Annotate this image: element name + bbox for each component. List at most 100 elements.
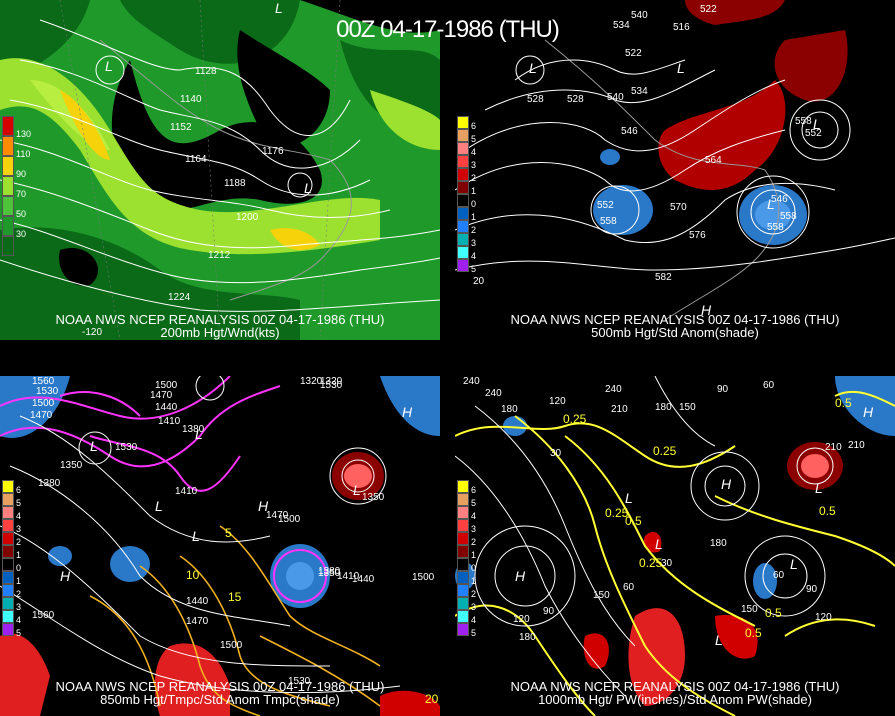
legend-label: 3	[471, 160, 477, 170]
contour-label: 1128	[195, 66, 217, 77]
legend-label: 4	[16, 615, 22, 625]
contour-label: 558	[767, 222, 784, 233]
contour-label: 1500	[32, 398, 55, 409]
contour-label: 210	[611, 404, 628, 415]
legend-label: 2	[471, 589, 477, 599]
legend-swatch	[2, 623, 14, 636]
legend-swatch	[2, 196, 14, 216]
contour-label: 180	[501, 404, 518, 415]
contour-label: 20	[425, 692, 439, 706]
contour-label: 1350	[318, 568, 341, 579]
contour-label: 1530	[36, 386, 59, 397]
low-marker: L	[155, 498, 163, 514]
contour-label: 0.25	[605, 506, 629, 520]
high-marker: H	[258, 498, 269, 514]
contour-label: 180	[519, 632, 536, 643]
panel-850mb-temp: 6 5 4 3 2 1 0 1 2 3 4 5 1560 1530 1500 1…	[0, 376, 440, 716]
legend-swatch	[2, 156, 14, 176]
contour-label: 1350	[362, 492, 385, 503]
legend-swatch	[457, 116, 469, 129]
map-title: 00Z 04-17-1986 (THU)	[336, 16, 560, 43]
jet-stream	[0, 58, 380, 255]
legend-label: 6	[16, 485, 22, 495]
map-850mb	[0, 376, 440, 716]
low-marker: L	[715, 632, 723, 648]
contour-label: 240	[463, 376, 480, 387]
legend-label: 5	[16, 628, 22, 638]
legend-label: 90	[16, 169, 27, 179]
legend-swatch	[457, 129, 469, 142]
contour-label: 180	[655, 402, 672, 413]
contour-label: 5	[225, 526, 232, 540]
legend-swatch	[457, 168, 469, 181]
low-marker: L	[625, 490, 633, 506]
legend-label: 3	[471, 524, 477, 534]
height-contours	[455, 376, 834, 697]
legend-label: 0	[471, 563, 477, 573]
pw-contours	[455, 390, 895, 716]
legend-label: 2	[471, 173, 477, 183]
contour-label: 1500	[220, 640, 243, 651]
legend-swatch	[457, 194, 469, 207]
high-marker: H	[863, 404, 874, 420]
contour-label: 552	[805, 128, 822, 139]
contour-label: 1560	[32, 376, 55, 387]
contour-label: 1224	[168, 292, 191, 303]
panel-caption: NOAA NWS NCEP REANALYSIS 00Z 04-17-1986 …	[510, 312, 840, 327]
contour-label: 1320	[300, 376, 323, 387]
legend-label: 4	[471, 147, 477, 157]
contour-label: 534	[613, 20, 630, 31]
contour-label: 60	[763, 380, 775, 391]
legend-swatch	[2, 136, 14, 156]
legend-swatch	[2, 216, 14, 236]
contour-label: 528	[567, 94, 584, 105]
contour-label: 570	[670, 202, 687, 213]
contour-label: 546	[771, 194, 788, 205]
legend-label: 5	[471, 264, 477, 274]
panel-caption: NOAA NWS NCEP REANALYSIS 00Z 04-17-1986 …	[55, 312, 385, 327]
legend-swatch	[457, 259, 469, 272]
low-marker: L	[105, 58, 113, 74]
legend-swatch	[457, 493, 469, 506]
height-contours	[0, 19, 440, 312]
legend-swatch	[2, 506, 14, 519]
legend-label: 3	[471, 602, 477, 612]
low-marker: L	[90, 438, 98, 454]
contour-label: 1164	[185, 154, 207, 165]
contour-label: 1200	[236, 212, 259, 223]
legend-swatch	[457, 532, 469, 545]
panel-subcaption: 1000mb Hgt/ PW(inches)/Std Anom PW(shade…	[538, 692, 812, 707]
legend-500mb: 6 5 4 3 2 1 0 1 2 3 4 5	[457, 116, 476, 274]
legend-swatch	[457, 519, 469, 532]
coastline	[99, 39, 352, 301]
contour-label: 240	[605, 384, 622, 395]
legend-swatch	[457, 233, 469, 246]
panel-subcaption: 200mb Hgt/Wnd(kts)	[160, 325, 280, 340]
legend-label: 5	[471, 134, 477, 144]
negative-anomaly	[0, 376, 70, 438]
contour-label: 0.5	[745, 626, 762, 640]
legend-label: 5	[471, 498, 477, 508]
contour-label: 60	[623, 582, 635, 593]
contour-label: 1380	[182, 424, 205, 435]
contour-label: 1440	[155, 402, 178, 413]
legend-label: 6	[471, 121, 477, 131]
contour-label: 1530	[320, 380, 343, 391]
contour-label: 1176	[262, 146, 284, 157]
legend-label: 4	[471, 615, 477, 625]
legend-swatch	[2, 558, 14, 571]
low-marker: L	[790, 556, 798, 572]
low-marker: L	[192, 528, 200, 544]
legend-label: 50	[16, 209, 27, 219]
legend-swatch	[457, 623, 469, 636]
contour-label: 1212	[208, 250, 231, 261]
legend-swatch	[457, 506, 469, 519]
contour-label: 516	[673, 22, 690, 33]
contour-label: 30	[661, 558, 673, 569]
contour-label: 1410	[158, 416, 181, 427]
legend-swatch	[2, 176, 14, 196]
contour-label: 1410	[175, 486, 198, 497]
contour-label: 1470	[30, 410, 53, 421]
low-marker: L	[655, 536, 663, 552]
legend-label: 5	[16, 498, 22, 508]
